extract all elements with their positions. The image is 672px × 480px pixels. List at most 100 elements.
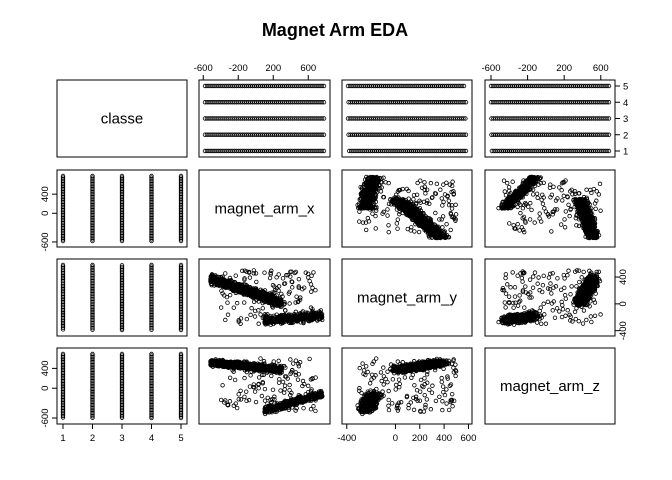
data-point xyxy=(606,116,612,121)
data-point xyxy=(365,185,370,191)
data-point xyxy=(374,206,379,211)
data-point xyxy=(561,193,566,199)
data-point xyxy=(383,180,388,185)
data-point xyxy=(504,180,510,186)
data-point xyxy=(447,182,453,187)
data-point xyxy=(400,210,405,216)
data-point xyxy=(598,208,603,213)
data-point xyxy=(357,209,362,214)
data-point xyxy=(149,173,154,179)
data-point xyxy=(461,83,467,89)
data-point xyxy=(242,300,247,305)
data-point xyxy=(423,191,428,196)
data-point xyxy=(563,209,569,214)
data-point xyxy=(360,205,365,211)
data-point xyxy=(411,192,417,198)
data-point xyxy=(528,200,533,206)
data-point xyxy=(396,205,402,211)
data-point xyxy=(369,191,374,196)
data-point xyxy=(446,202,452,208)
data-point xyxy=(413,206,418,212)
data-point xyxy=(404,186,410,192)
data-point xyxy=(461,132,467,137)
data-point xyxy=(395,201,400,206)
data-point xyxy=(522,229,527,235)
data-point xyxy=(461,100,467,105)
data-point xyxy=(449,214,455,220)
data-point xyxy=(417,206,423,211)
data-point xyxy=(463,148,469,154)
panel-magnet_arm_y-classe xyxy=(56,258,188,337)
data-point xyxy=(549,229,554,234)
data-point xyxy=(440,214,446,219)
data-point xyxy=(441,199,446,205)
data-point xyxy=(411,197,416,202)
data-point xyxy=(501,178,507,183)
data-point xyxy=(520,206,526,211)
data-point xyxy=(405,226,410,232)
data-point xyxy=(450,179,455,184)
data-point xyxy=(386,223,391,228)
scatter-magnet_arm_y-vs-classe xyxy=(60,262,184,333)
data-point xyxy=(60,175,66,180)
data-point xyxy=(434,181,440,187)
data-point xyxy=(526,204,531,209)
data-point xyxy=(537,211,542,216)
data-point xyxy=(398,199,404,204)
data-point xyxy=(319,132,325,137)
data-point xyxy=(414,192,420,198)
data-point xyxy=(448,212,454,217)
data-point xyxy=(433,191,439,196)
panel-classe-magnet_arm_y xyxy=(341,79,473,158)
panels-group: classemagnet_arm_xmagnet_arm_ymagnet_arm… xyxy=(40,63,629,444)
data-point xyxy=(289,285,295,290)
data-point xyxy=(421,223,426,229)
data-point xyxy=(252,314,258,319)
data-point xyxy=(366,178,371,184)
data-point xyxy=(367,196,373,201)
data-point xyxy=(385,213,390,218)
data-point xyxy=(426,228,432,233)
data-point xyxy=(276,272,281,277)
data-point xyxy=(60,173,66,179)
data-point xyxy=(374,208,379,213)
data-point xyxy=(542,206,547,211)
data-point xyxy=(393,192,399,197)
data-point xyxy=(256,321,261,326)
data-point xyxy=(319,116,325,121)
panel-magnet_arm_x-magnet_arm_y xyxy=(341,169,473,248)
scatter-magnet_arm_x-vs-magnet_arm_y xyxy=(355,174,459,241)
panel-magnet_arm_y-magnet_arm_y xyxy=(341,258,473,337)
data-point xyxy=(119,175,125,180)
data-point xyxy=(593,206,598,211)
data-point xyxy=(372,197,378,202)
data-point xyxy=(444,180,449,186)
data-point xyxy=(419,185,425,191)
data-point xyxy=(90,175,95,180)
data-point xyxy=(529,207,534,213)
data-point xyxy=(367,182,372,187)
data-point xyxy=(461,148,467,154)
data-point xyxy=(449,206,455,211)
data-point xyxy=(234,300,240,306)
data-point xyxy=(378,189,384,194)
data-point xyxy=(507,221,512,226)
data-point xyxy=(319,100,325,105)
data-point xyxy=(370,191,376,196)
data-point xyxy=(453,217,458,222)
data-point xyxy=(424,222,430,227)
data-point xyxy=(225,300,230,305)
data-point xyxy=(404,207,410,213)
data-point xyxy=(386,201,392,207)
scatter-classe-vs-magnet_arm_z xyxy=(488,83,612,154)
data-point xyxy=(558,222,564,227)
data-point xyxy=(566,202,571,207)
data-point xyxy=(313,287,318,293)
data-point xyxy=(149,175,154,180)
data-point xyxy=(321,83,327,89)
data-point xyxy=(503,192,509,198)
data-point xyxy=(394,221,400,226)
data-point xyxy=(390,199,395,204)
data-point xyxy=(415,180,420,186)
